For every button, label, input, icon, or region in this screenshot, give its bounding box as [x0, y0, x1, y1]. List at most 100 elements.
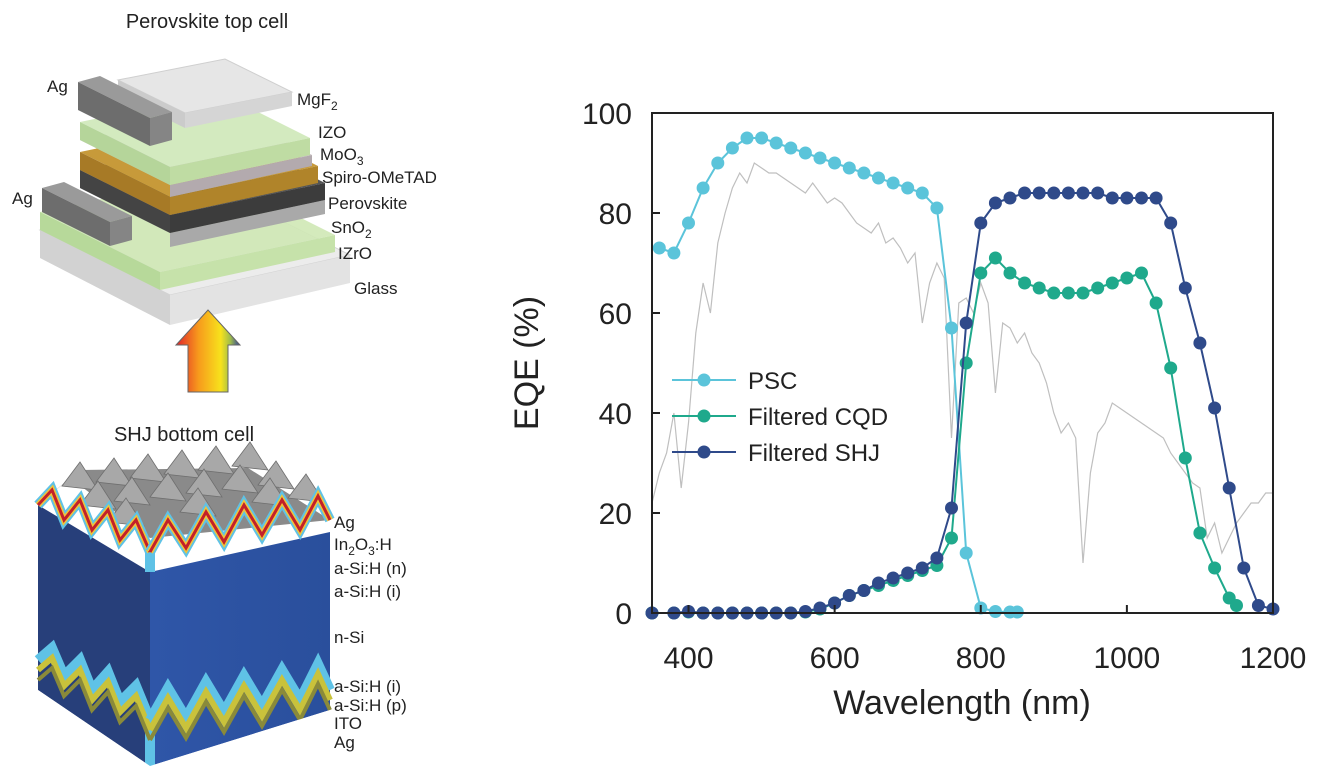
mgf2-side — [185, 92, 292, 128]
filtered-cqd-point — [1032, 281, 1046, 295]
izo-front — [80, 122, 170, 185]
label-shj-ag-bottom: Ag — [334, 733, 355, 752]
legend-label: Filtered CQD — [748, 404, 888, 431]
filtered-cqd-point — [974, 266, 988, 280]
filtered-shj-point — [1208, 401, 1222, 415]
label-sno2: SnO2 — [331, 218, 372, 241]
chart-legend: PSC Filtered CQD Filtered SHJ — [672, 368, 888, 467]
filtered-cqd-point — [1135, 266, 1148, 280]
y-tick-label: 60 — [599, 298, 632, 331]
filtered-shj-point — [872, 576, 885, 590]
filtered-shj-point — [1149, 191, 1163, 205]
ag-finger-upper-side — [150, 112, 172, 146]
psc-point — [915, 186, 929, 200]
psc-point — [682, 216, 695, 230]
filtered-shj-point — [988, 196, 1002, 210]
label-shj-ag-top: Ag — [334, 513, 355, 532]
psc-point — [784, 141, 798, 155]
top-layer-stack — [34, 480, 335, 572]
label-asih-n: a-Si:H (n) — [334, 559, 407, 578]
x-tick-label: 400 — [663, 642, 713, 675]
top-cell-title: Perovskite top cell — [126, 11, 288, 33]
filtered-shj-point — [1061, 186, 1075, 200]
filtered-shj-point — [828, 596, 842, 610]
filtered-shj-point — [1003, 191, 1017, 205]
perovskite-side — [170, 183, 325, 233]
bottom-cell-layer-labels: Ag In2O3:H a-Si:H (n) a-Si:H (i) n-Si a-… — [334, 513, 407, 752]
sno2-side — [170, 200, 325, 247]
filtered-cqd-point — [1018, 276, 1032, 290]
filtered-shj-point — [813, 601, 827, 615]
filtered-shj-point — [842, 589, 856, 602]
legend-marker — [697, 409, 711, 423]
filtered-cqd-point — [988, 251, 1002, 265]
y-tick-label: 80 — [599, 198, 632, 231]
psc-point — [872, 171, 885, 185]
filtered-cqd-point — [1047, 286, 1061, 300]
bottom-mask-side — [150, 710, 330, 777]
psc-point — [696, 181, 710, 195]
filtered-shj-point — [1047, 186, 1061, 200]
glass-side — [170, 255, 350, 325]
label-in2o3h: In2O3:H — [334, 535, 392, 558]
filtered-cqd-point — [1230, 599, 1243, 612]
filtered-shj-point — [798, 605, 812, 618]
filtered-cqd-point — [1208, 561, 1222, 575]
glass-front — [40, 230, 170, 325]
psc-point — [959, 546, 973, 560]
psc-point — [813, 151, 827, 165]
label-n-si: n-Si — [334, 628, 364, 647]
label-izro: IZrO — [338, 244, 372, 263]
filtered-shj-point — [1032, 186, 1046, 200]
label-spiro: Spiro-OMeTAD — [322, 168, 437, 187]
psc-point — [667, 246, 681, 260]
filtered-cqd-point — [1003, 266, 1017, 280]
label-ito: ITO — [334, 714, 362, 733]
psc-point — [828, 156, 842, 170]
psc-point — [930, 201, 944, 215]
filtered-shj-point — [1193, 336, 1207, 350]
filtered-shj-point — [1135, 191, 1148, 205]
filtered-shj-point — [930, 551, 944, 565]
psc-point — [769, 136, 783, 150]
solar-spectrum-line — [651, 162, 1273, 564]
y-tick-label: 20 — [599, 498, 632, 531]
filtered-cqd-point — [945, 531, 958, 545]
label-asih-i-top: a-Si:H (i) — [334, 582, 401, 601]
psc-line — [658, 137, 1018, 613]
psc-point — [842, 161, 856, 175]
filtered-cqd-point — [1076, 286, 1090, 300]
filtered-shj-point — [945, 501, 958, 515]
spiro-front — [80, 152, 170, 215]
label-moo3: MoO3 — [320, 145, 364, 168]
label-ag-upper: Ag — [47, 77, 68, 96]
psc-point — [886, 176, 900, 190]
x-tick-label: 600 — [810, 642, 860, 675]
filtered-cqd-point — [1178, 451, 1192, 465]
filtered-shj-point — [1018, 186, 1032, 200]
bottom-cell-title: SHJ bottom cell — [114, 424, 254, 446]
filtered-shj-point — [1222, 481, 1236, 495]
filtered-cqd-line — [652, 256, 1238, 614]
y-tick-label: 40 — [599, 398, 632, 431]
filtered-cqd-point — [1193, 526, 1207, 540]
psc-point — [725, 141, 739, 155]
legend-marker — [697, 373, 711, 387]
filtered-shj-point — [959, 316, 973, 330]
psc-point — [652, 241, 666, 255]
filtered-shj-point — [901, 566, 915, 580]
ag-finger-lower — [42, 182, 132, 222]
y-tick-label: 100 — [582, 98, 632, 131]
filtered-shj-point — [1120, 191, 1134, 205]
izro-front — [40, 212, 160, 290]
x-axis-label: Wavelength (nm) — [833, 684, 1091, 722]
filtered-shj-point — [886, 571, 900, 585]
label-izo: IZO — [318, 123, 346, 142]
psc-point — [798, 146, 812, 160]
bottom-layer-stack — [34, 639, 335, 766]
filtered-shj-point — [915, 561, 929, 575]
psc-point — [755, 131, 769, 145]
filtered-cqd-point — [1149, 296, 1163, 310]
x-tick-label: 1000 — [1094, 642, 1161, 675]
